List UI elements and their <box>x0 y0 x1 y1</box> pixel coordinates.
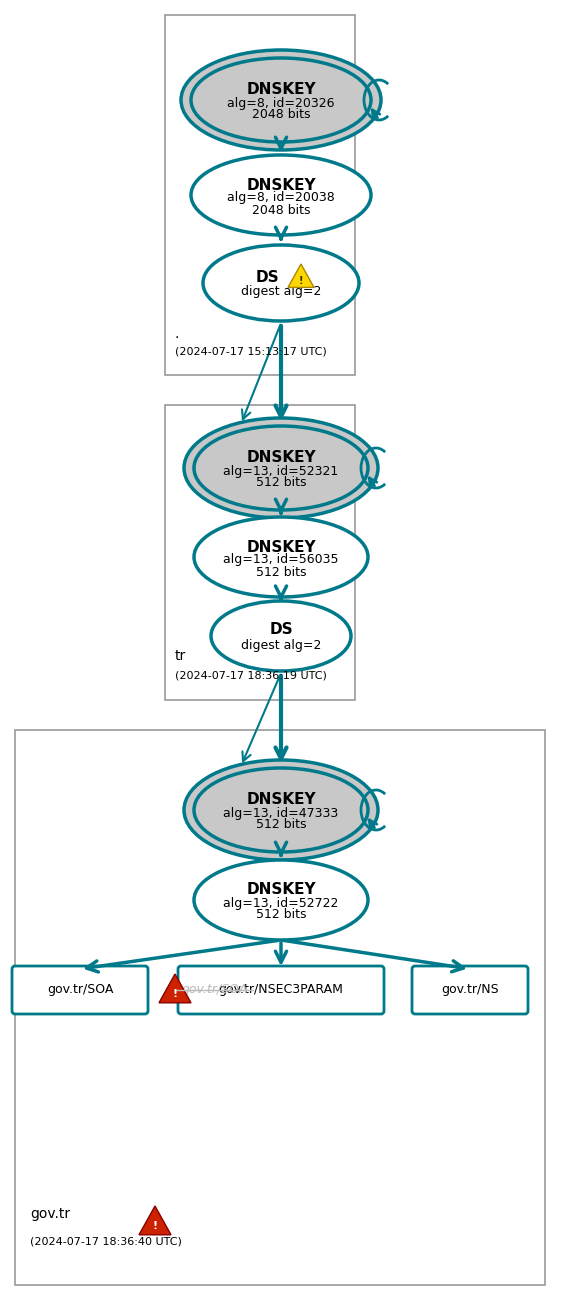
Text: DNSKEY: DNSKEY <box>246 792 316 808</box>
Text: DNSKEY: DNSKEY <box>246 882 316 898</box>
Ellipse shape <box>194 517 368 597</box>
Text: alg=8, id=20326: alg=8, id=20326 <box>227 96 335 109</box>
Text: (2024-07-17 18:36:40 UTC): (2024-07-17 18:36:40 UTC) <box>30 1237 182 1247</box>
Ellipse shape <box>194 860 368 939</box>
Text: DNSKEY: DNSKEY <box>246 177 316 193</box>
Text: gov.tr/SOA: gov.tr/SOA <box>47 984 113 997</box>
Text: alg=13, id=52321: alg=13, id=52321 <box>224 464 338 477</box>
Text: gov.tr/SOA: gov.tr/SOA <box>182 984 248 997</box>
Text: 2048 bits: 2048 bits <box>252 108 310 121</box>
Text: DS: DS <box>255 270 279 284</box>
Polygon shape <box>139 1207 171 1235</box>
FancyBboxPatch shape <box>12 966 148 1014</box>
Text: digest alg=2: digest alg=2 <box>241 285 321 298</box>
Text: 512 bits: 512 bits <box>256 908 306 921</box>
FancyBboxPatch shape <box>412 966 528 1014</box>
Polygon shape <box>159 975 191 1003</box>
Ellipse shape <box>184 418 378 519</box>
Text: 512 bits: 512 bits <box>256 818 306 831</box>
Text: !: ! <box>153 1221 158 1231</box>
Text: gov.tr/NS: gov.tr/NS <box>441 984 499 997</box>
Text: !: ! <box>299 276 303 285</box>
Text: alg=13, id=52722: alg=13, id=52722 <box>224 896 339 909</box>
Text: 512 bits: 512 bits <box>256 566 306 579</box>
Text: tr: tr <box>175 649 186 663</box>
Text: (2024-07-17 15:13:17 UTC): (2024-07-17 15:13:17 UTC) <box>175 347 327 357</box>
Ellipse shape <box>181 50 381 150</box>
Text: .: . <box>175 327 180 341</box>
Text: gov.tr/NSEC3PARAM: gov.tr/NSEC3PARAM <box>218 984 343 997</box>
Text: 512 bits: 512 bits <box>256 477 306 490</box>
FancyBboxPatch shape <box>15 730 545 1285</box>
Ellipse shape <box>194 426 368 509</box>
FancyBboxPatch shape <box>165 16 355 375</box>
Text: alg=8, id=20038: alg=8, id=20038 <box>227 192 335 205</box>
Ellipse shape <box>191 59 371 142</box>
FancyBboxPatch shape <box>178 966 384 1014</box>
Text: DNSKEY: DNSKEY <box>246 539 316 555</box>
Text: alg=13, id=47333: alg=13, id=47333 <box>224 807 338 820</box>
Text: (2024-07-17 18:36:19 UTC): (2024-07-17 18:36:19 UTC) <box>175 670 327 680</box>
Ellipse shape <box>191 155 371 235</box>
Ellipse shape <box>203 245 359 321</box>
Ellipse shape <box>184 760 378 860</box>
Text: digest alg=2: digest alg=2 <box>241 638 321 652</box>
Ellipse shape <box>194 767 368 852</box>
Ellipse shape <box>211 601 351 671</box>
FancyBboxPatch shape <box>165 405 355 700</box>
Text: alg=13, id=56035: alg=13, id=56035 <box>224 554 339 567</box>
Text: DNSKEY: DNSKEY <box>246 451 316 465</box>
Text: !: ! <box>172 989 177 999</box>
Text: 2048 bits: 2048 bits <box>252 203 310 216</box>
Text: DS: DS <box>269 623 293 637</box>
Polygon shape <box>288 265 314 288</box>
Text: DNSKEY: DNSKEY <box>246 82 316 98</box>
Text: gov.tr: gov.tr <box>30 1207 70 1221</box>
